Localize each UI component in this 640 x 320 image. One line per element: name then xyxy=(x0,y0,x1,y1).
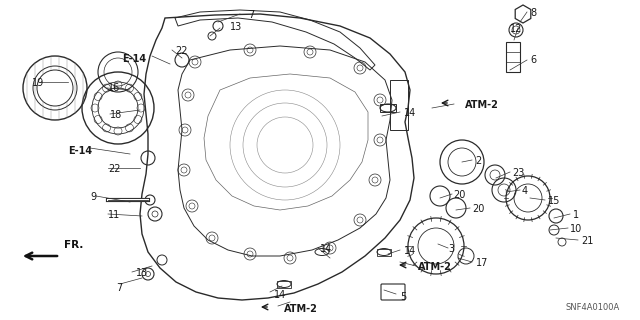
Text: 23: 23 xyxy=(512,168,524,178)
Text: 14: 14 xyxy=(404,246,416,256)
Text: 3: 3 xyxy=(448,244,454,254)
Text: 14: 14 xyxy=(320,244,332,254)
Bar xyxy=(390,80,408,130)
Text: 11: 11 xyxy=(108,210,120,220)
Text: 18: 18 xyxy=(110,110,122,120)
Text: 9: 9 xyxy=(90,192,96,202)
Text: 22: 22 xyxy=(108,164,120,174)
Text: 7: 7 xyxy=(116,283,122,293)
Text: E-14: E-14 xyxy=(122,54,146,64)
Text: 16: 16 xyxy=(108,83,120,93)
Bar xyxy=(277,281,291,288)
Text: 20: 20 xyxy=(472,204,484,214)
Text: 4: 4 xyxy=(522,186,528,196)
Bar xyxy=(377,249,391,256)
Text: 2: 2 xyxy=(475,156,481,166)
Bar xyxy=(506,42,520,72)
Text: 20: 20 xyxy=(453,190,465,200)
Text: 8: 8 xyxy=(530,8,536,18)
Text: 7: 7 xyxy=(248,10,254,20)
Text: 21: 21 xyxy=(581,236,593,246)
Text: 13: 13 xyxy=(230,22,243,32)
Text: 12: 12 xyxy=(510,24,522,34)
Text: ATM-2: ATM-2 xyxy=(418,262,452,272)
Text: ATM-2: ATM-2 xyxy=(284,304,318,314)
Text: 14: 14 xyxy=(404,108,416,118)
Text: 6: 6 xyxy=(530,55,536,65)
Text: 10: 10 xyxy=(570,224,582,234)
Text: 17: 17 xyxy=(476,258,488,268)
Text: 19: 19 xyxy=(32,78,44,88)
Text: E-14: E-14 xyxy=(68,146,92,156)
Text: 14: 14 xyxy=(274,290,286,300)
Text: 13: 13 xyxy=(136,268,148,278)
Text: ATM-2: ATM-2 xyxy=(465,100,499,110)
Text: SNF4A0100A: SNF4A0100A xyxy=(566,303,620,312)
Text: 22: 22 xyxy=(175,46,188,56)
Text: 1: 1 xyxy=(573,210,579,220)
Text: 15: 15 xyxy=(548,196,561,206)
Text: FR.: FR. xyxy=(64,240,83,250)
Bar xyxy=(380,104,396,112)
Text: 5: 5 xyxy=(400,292,406,302)
